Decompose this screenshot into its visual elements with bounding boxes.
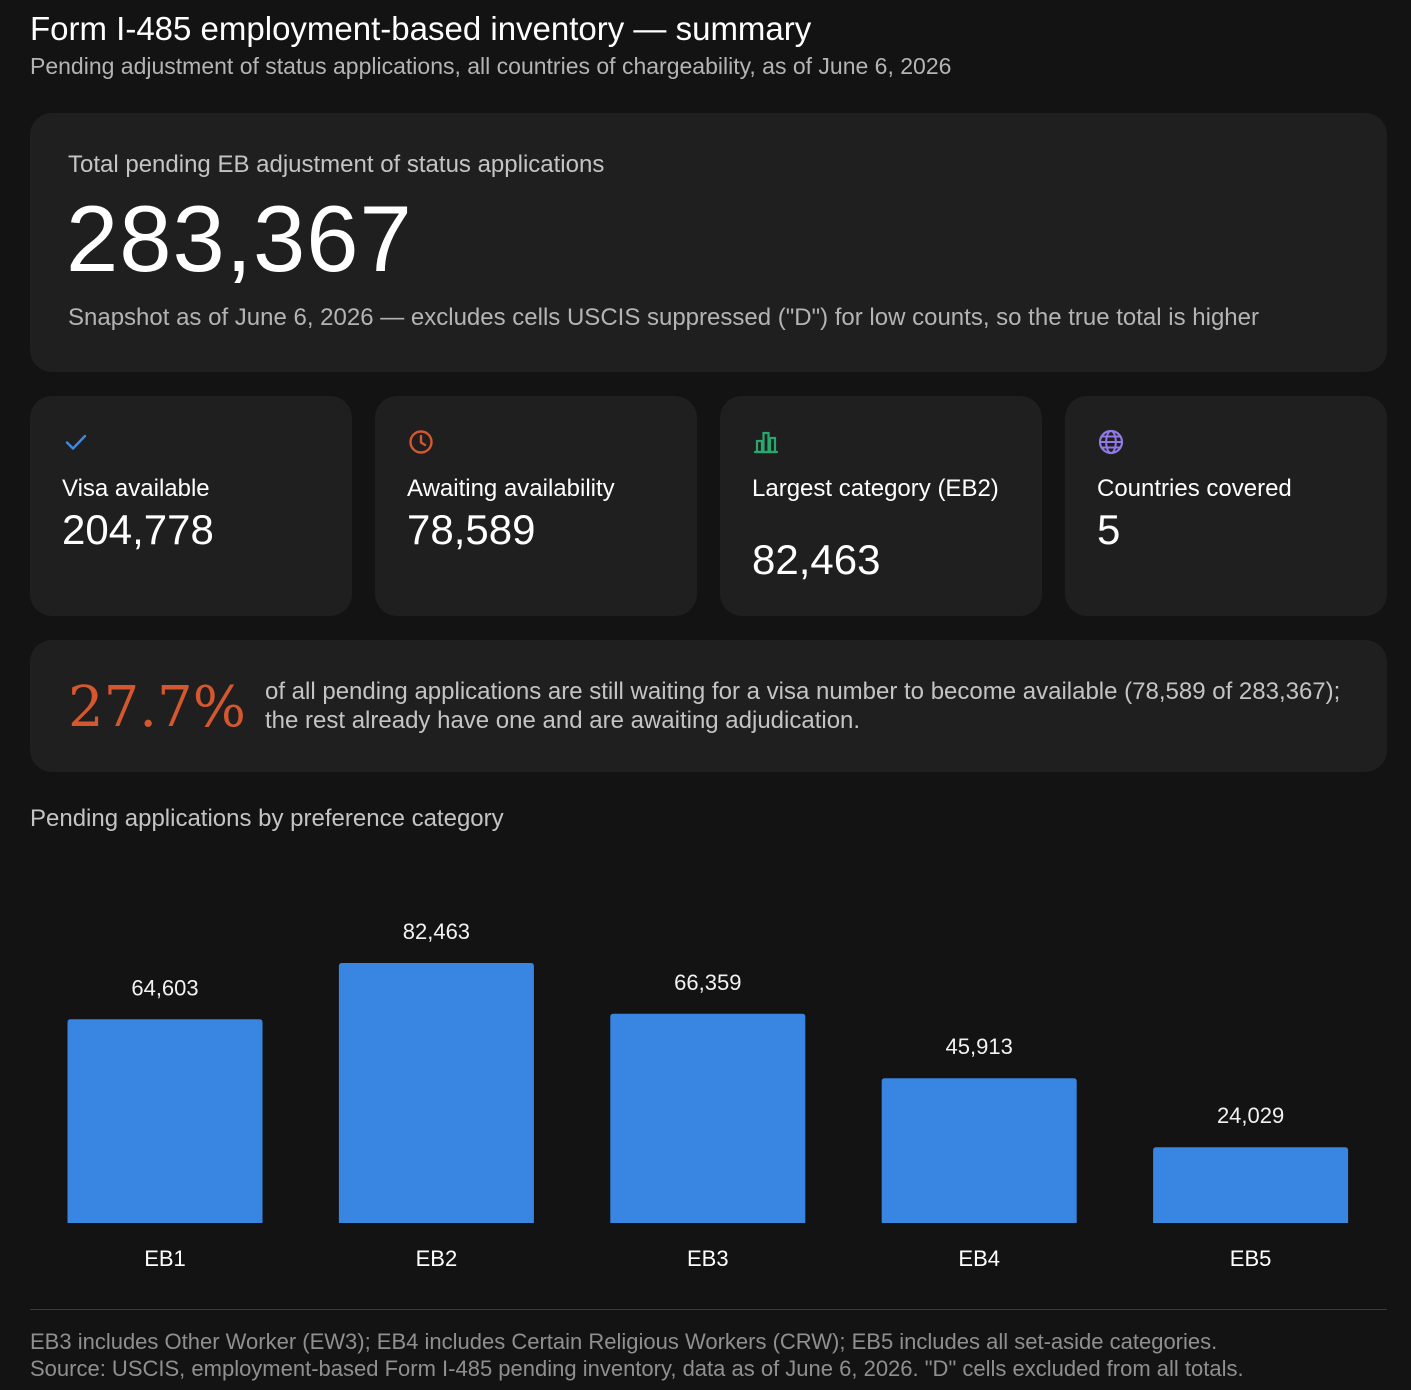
- stat-label: Visa available: [62, 475, 210, 502]
- bar-eb1: [67, 1019, 263, 1223]
- page-subtitle: Pending adjustment of status application…: [30, 53, 952, 79]
- footnote: EB3 includes Other Worker (EW3); EB4 inc…: [30, 1328, 1244, 1382]
- bar-eb5: [1153, 1147, 1349, 1223]
- bar-value-label: 66,359: [674, 970, 741, 995]
- stat-card-awaiting-availability: Awaiting availability 78,589: [375, 396, 697, 616]
- bar-value-label: 45,913: [946, 1034, 1013, 1059]
- insight-percent: 27.7%: [68, 675, 246, 740]
- page-title: Form I-485 employment-based inventory — …: [30, 10, 812, 47]
- bar-chart-icon: [753, 431, 779, 454]
- category-label: EB5: [1230, 1246, 1272, 1271]
- stat-card-countries-covered: Countries covered 5: [1065, 396, 1387, 616]
- category-label: EB4: [958, 1246, 1000, 1271]
- total-note: Snapshot as of June 6, 2026 — excludes c…: [68, 304, 1259, 331]
- bar-eb2: [338, 963, 534, 1223]
- bar-chart: 64,603 EB1 82,463 EB2 66,359 EB3 45,913 EB4 24,0…: [67, 919, 1349, 1271]
- category-label: EB1: [144, 1246, 186, 1271]
- category-label: EB3: [687, 1246, 729, 1271]
- bar-eb4: [881, 1078, 1077, 1223]
- footer-divider: [30, 1309, 1387, 1310]
- stat-label: Countries covered: [1097, 475, 1292, 502]
- stat-card-largest-category: Largest category (EB2) 82,463: [720, 396, 1042, 616]
- stat-value: 204,778: [62, 506, 214, 553]
- total-value: 283,367: [66, 186, 413, 291]
- bar-value-label: 24,029: [1217, 1103, 1284, 1128]
- stat-value: 5: [1097, 506, 1121, 553]
- footnote-line-2: Source: USCIS, employment-based Form I-4…: [30, 1356, 1244, 1381]
- stat-card-visa-available: Visa available 204,778: [30, 396, 352, 616]
- globe-icon: [1098, 429, 1124, 455]
- chart-title: Pending applications by preference categ…: [30, 805, 504, 832]
- bar-value-label: 64,603: [131, 975, 198, 1000]
- clock-icon: [409, 430, 433, 454]
- footnote-line-1: EB3 includes Other Worker (EW3); EB4 inc…: [30, 1329, 1218, 1354]
- stat-label: Awaiting availability: [407, 475, 615, 502]
- stat-label: Largest category (EB2): [752, 475, 999, 502]
- stat-value: 82,463: [752, 536, 881, 583]
- insight-card: 27.7% of all pending applications are st…: [30, 640, 1387, 772]
- bar-value-label: 82,463: [403, 919, 470, 944]
- category-label: EB2: [416, 1246, 458, 1271]
- total-card: Total pending EB adjustment of status ap…: [30, 113, 1387, 372]
- total-label: Total pending EB adjustment of status ap…: [68, 151, 605, 178]
- insight-text: of all pending applications are still wa…: [265, 678, 1341, 734]
- bar-eb3: [610, 1013, 806, 1223]
- check-icon: [65, 434, 87, 450]
- stat-value: 78,589: [407, 506, 536, 553]
